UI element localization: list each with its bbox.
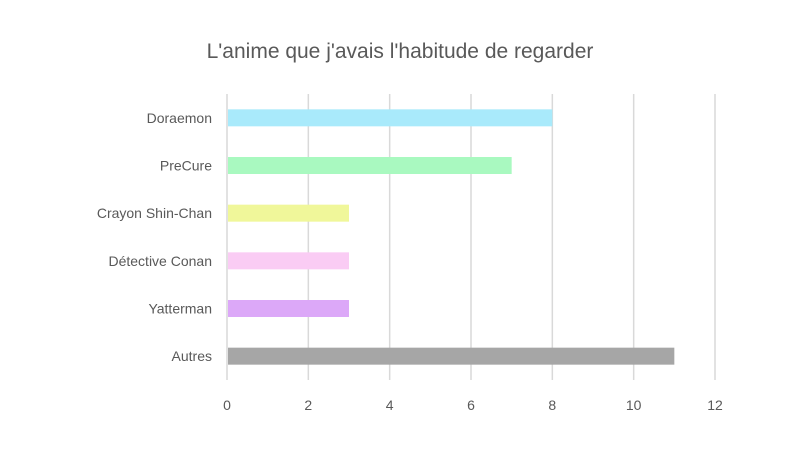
bar-yatterman	[228, 300, 349, 317]
x-tick-label: 10	[626, 397, 642, 413]
bar-d-tective-conan	[228, 252, 349, 270]
category-label: PreCure	[160, 158, 212, 174]
bar-autres	[228, 347, 675, 365]
x-tick-label: 0	[223, 397, 231, 413]
x-tick-label: 2	[304, 397, 312, 413]
x-tick-label: 4	[386, 397, 394, 413]
bar-precure	[228, 157, 512, 174]
category-label: Yatterman	[148, 301, 212, 317]
x-tick-label: 8	[548, 397, 556, 413]
chart-title: L'anime que j'avais l'habitude de regard…	[206, 40, 594, 63]
category-label: Crayon Shin-Chan	[97, 205, 212, 221]
category-label: Autres	[172, 348, 212, 364]
category-label: Détective Conan	[108, 253, 212, 269]
x-tick-label: 6	[467, 397, 475, 413]
category-label: Doraemon	[147, 110, 212, 126]
bar-crayon-shin-chan	[228, 204, 349, 222]
bar-doraemon	[228, 109, 553, 127]
x-tick-label: 12	[707, 397, 723, 413]
